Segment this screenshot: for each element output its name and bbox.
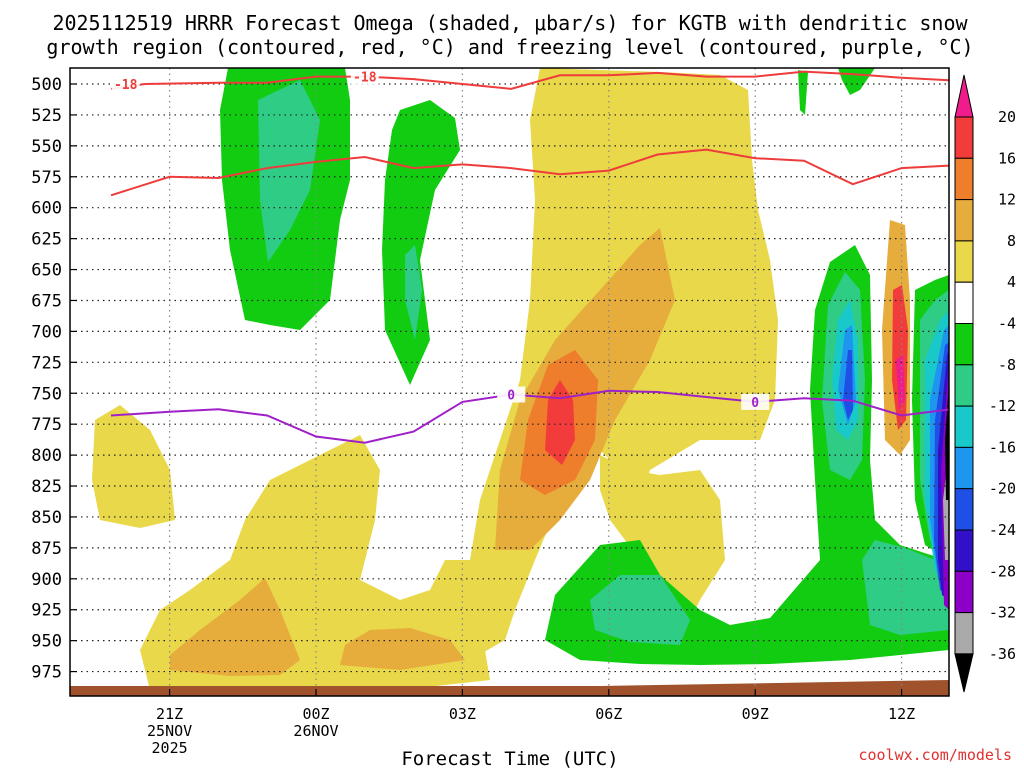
colorbar-swatch bbox=[954, 446, 974, 490]
colorbar-label: 20 bbox=[998, 108, 1016, 126]
colorbar-label: -8 bbox=[998, 356, 1016, 374]
colorbar-swatch bbox=[954, 157, 974, 201]
dgz-contour-label: -18 bbox=[114, 78, 138, 93]
freezing-contour-label-bg bbox=[741, 393, 770, 410]
colorbar-swatch bbox=[954, 240, 974, 283]
colorbar-label: -16 bbox=[989, 438, 1016, 456]
grid-lines bbox=[70, 68, 949, 696]
shade-rise-strong-core bbox=[545, 380, 575, 465]
shade-sink-moderate-upper bbox=[258, 80, 320, 262]
dgz-contour-label-bg bbox=[350, 68, 379, 85]
y-tick-label: 525 bbox=[31, 106, 62, 126]
colorbar-bottom-triangle bbox=[954, 653, 974, 693]
y-tick-label: 600 bbox=[31, 199, 62, 219]
freezing-contour-label: 0 bbox=[751, 396, 759, 411]
x-tick-date: 25NOV bbox=[147, 722, 192, 740]
colorbar-label: -36 bbox=[989, 645, 1016, 663]
colorbar-label: -4 bbox=[998, 315, 1016, 333]
colorbar-swatch bbox=[954, 116, 974, 159]
y-tick-label: 700 bbox=[31, 322, 62, 342]
ground-terrain bbox=[70, 686, 949, 696]
y-tick-label: 725 bbox=[31, 353, 62, 373]
y-tick-label: 775 bbox=[31, 415, 62, 435]
ground-terrain-slope bbox=[600, 680, 949, 686]
colorbar-label: -20 bbox=[989, 480, 1016, 498]
shade-sink-moderate-lower bbox=[590, 575, 690, 645]
credit-text: coolwx.com/models bbox=[858, 746, 1012, 764]
dgz-lower-contour bbox=[110, 148, 949, 197]
x-tick-year: 2025 bbox=[152, 739, 188, 757]
y-tick-label: 875 bbox=[31, 539, 62, 559]
x-tick-label: 03Z bbox=[449, 705, 476, 723]
y-tick-label: 850 bbox=[31, 508, 62, 528]
colorbar-top-triangle bbox=[954, 74, 974, 118]
y-tick-label: 575 bbox=[31, 168, 62, 188]
dgz-contour-label-bg bbox=[111, 76, 140, 92]
shade-sink-strong-3 bbox=[843, 350, 853, 420]
colorbar-label: 4 bbox=[1007, 273, 1016, 291]
colorbar-legend: 20 16 12 8 4 -4 -8 -12 -16 -20 -24 -28 -32 -36 bbox=[954, 74, 1016, 693]
shade-rise-weak-low bbox=[92, 405, 175, 528]
omega-shading bbox=[70, 68, 949, 696]
colorbar-label: 12 bbox=[998, 191, 1016, 209]
shade-rise-moderate-low bbox=[170, 578, 300, 676]
colorbar-swatch bbox=[954, 529, 974, 572]
y-tick-label: 950 bbox=[31, 632, 62, 652]
x-tick-label: 21Z bbox=[156, 705, 183, 723]
y-axis: 500 525 550 575 600 625 650 675 700 725 750 775 800 8… bbox=[31, 75, 77, 683]
colorbar-label: -32 bbox=[989, 604, 1016, 622]
plot-area: -18 -18 0 0 bbox=[70, 68, 949, 696]
colorbar-swatch bbox=[954, 488, 974, 531]
colorbar-label: -24 bbox=[989, 521, 1016, 539]
y-tick-label: 675 bbox=[31, 291, 62, 311]
y-tick-label: 500 bbox=[31, 75, 62, 95]
x-tick-date: 26NOV bbox=[293, 722, 338, 740]
y-tick-label: 625 bbox=[31, 230, 62, 250]
colorbar-swatch bbox=[954, 570, 974, 614]
y-tick-label: 825 bbox=[31, 477, 62, 497]
y-tick-label: 900 bbox=[31, 570, 62, 590]
colorbar-swatch bbox=[954, 612, 974, 655]
shade-sink-weak-upper2 bbox=[382, 100, 460, 385]
x-tick-label: 06Z bbox=[595, 705, 622, 723]
colorbar-swatch bbox=[954, 199, 974, 242]
colorbar-swatch bbox=[954, 364, 974, 407]
shade-sink-weak-tr2 bbox=[798, 70, 808, 115]
dgz-contour-label: -18 bbox=[353, 71, 377, 86]
y-tick-label: 975 bbox=[31, 663, 62, 683]
colorbar-swatch bbox=[954, 323, 974, 366]
freezing-contour-label: 0 bbox=[507, 388, 515, 403]
shade-rise-weak-right bbox=[600, 455, 725, 620]
x-tick-label: 00Z bbox=[302, 705, 329, 723]
shade-sink-moderate-upper2 bbox=[405, 245, 422, 340]
y-tick-label: 650 bbox=[31, 261, 62, 281]
y-tick-label: 750 bbox=[31, 384, 62, 404]
plot-frame bbox=[69, 67, 950, 697]
y-tick-label: 800 bbox=[31, 446, 62, 466]
colorbar-label: -28 bbox=[989, 562, 1016, 580]
shade-rise-narrow-pink bbox=[896, 355, 905, 410]
contour-lines: -18 -18 0 0 bbox=[110, 68, 949, 444]
chart-title-line1: 2025112519 HRRR Forecast Omega (shaded, … bbox=[52, 11, 968, 35]
x-axis-title: Forecast Time (UTC) bbox=[401, 748, 618, 768]
x-tick-label: 12Z bbox=[888, 705, 915, 723]
chart-title-line2: growth region (contoured, red, °C) and f… bbox=[46, 35, 973, 59]
x-tick-label: 09Z bbox=[742, 705, 769, 723]
shade-rise-moderate-low2 bbox=[340, 628, 465, 670]
shade-sink-moderate-right2 bbox=[862, 540, 949, 635]
colorbar-swatch bbox=[954, 405, 974, 448]
freezing-contour-label-bg bbox=[497, 386, 526, 403]
colorbar-label: 8 bbox=[1007, 232, 1016, 250]
colorbar-swatch bbox=[954, 281, 974, 325]
colorbar-label: 16 bbox=[998, 149, 1016, 167]
freezing-level-contour bbox=[110, 389, 949, 444]
colorbar-label: -12 bbox=[989, 397, 1016, 415]
y-tick-label: 550 bbox=[31, 137, 62, 157]
dgz-upper-contour bbox=[110, 70, 949, 90]
y-tick-label: 925 bbox=[31, 601, 62, 621]
